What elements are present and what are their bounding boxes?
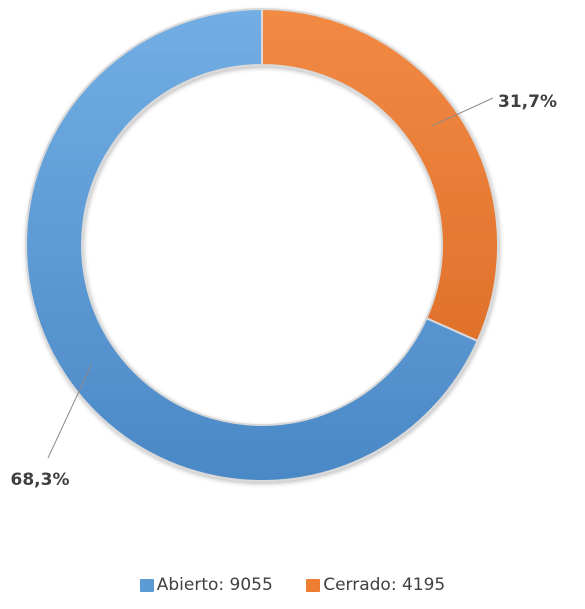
legend-item-abierto[interactable]: Abierto: 9055 (139, 575, 273, 595)
leader-line-abierto (47, 364, 93, 459)
donut-slice-cerrado[interactable] (261, 7, 499, 343)
legend-item-cerrado[interactable]: Cerrado: 4195 (306, 575, 445, 595)
legend-swatch-cerrado-icon (306, 578, 321, 592)
data-label-cerrado: 31,7% (498, 92, 557, 112)
legend: Abierto: 9055 Cerrado: 4195 (0, 575, 585, 597)
leader-line-cerrado (432, 97, 494, 127)
legend-swatch-abierto-icon (139, 578, 154, 592)
legend-label-cerrado: Cerrado: 4195 (323, 575, 446, 595)
legend-label-abierto: Abierto: 9055 (156, 575, 273, 595)
data-label-abierto: 68,3% (11, 470, 70, 490)
donut-slice-abierto[interactable] (25, 7, 479, 482)
